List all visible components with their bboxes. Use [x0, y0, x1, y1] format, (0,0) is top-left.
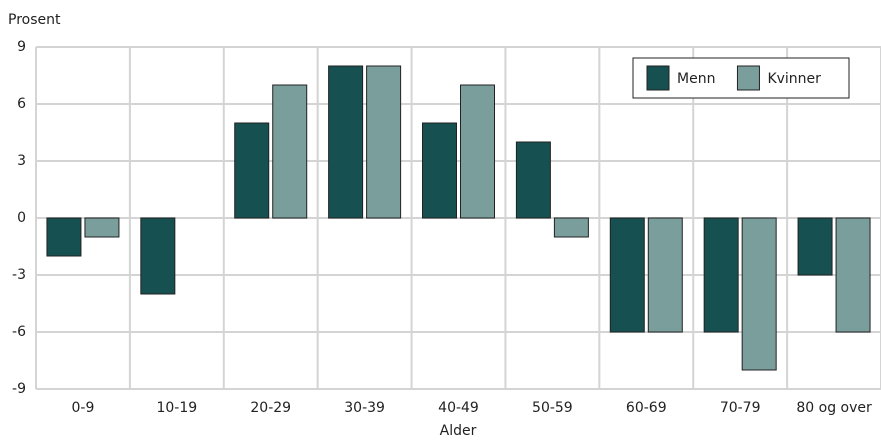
y-tick-label: 9 — [17, 39, 26, 55]
legend-swatch — [646, 65, 670, 91]
y-tick-label: -3 — [12, 267, 26, 283]
bar — [741, 217, 777, 371]
x-tick-label: 60-69 — [626, 400, 667, 416]
x-tick-label: 40-49 — [438, 400, 479, 416]
bar — [835, 217, 871, 333]
bar — [84, 217, 120, 238]
y-tick-label: 0 — [17, 210, 26, 226]
x-tick-label: 0-9 — [72, 400, 95, 416]
x-tick-label: 20-29 — [250, 400, 291, 416]
x-tick-label: 30-39 — [344, 400, 385, 416]
bar — [140, 217, 176, 295]
bar — [272, 84, 308, 219]
bar — [515, 141, 551, 219]
bar — [422, 122, 457, 219]
y-tick-label: -9 — [12, 381, 26, 397]
bar — [553, 217, 589, 238]
bar — [703, 217, 739, 333]
x-axis-label: Alder — [440, 423, 477, 438]
bar — [46, 217, 82, 257]
x-tick-label: 70-79 — [720, 400, 761, 416]
y-tick-label: 6 — [17, 96, 26, 112]
legend-swatch — [736, 65, 760, 91]
y-tick-label: 3 — [17, 153, 26, 169]
y-axis-label: Prosent — [8, 12, 61, 28]
bar — [328, 65, 364, 219]
bar — [366, 65, 402, 219]
bar — [797, 217, 833, 276]
x-tick-label: 80 og over — [796, 400, 872, 416]
legend-label: Menn — [677, 71, 715, 87]
y-tick-label: -6 — [12, 324, 26, 340]
bar — [609, 217, 645, 333]
bar — [647, 217, 683, 333]
legend-label: Kvinner — [767, 71, 821, 87]
x-tick-label: 10-19 — [156, 400, 197, 416]
x-tick-label: 50-59 — [532, 400, 573, 416]
bar — [234, 122, 270, 219]
bar — [460, 84, 495, 219]
